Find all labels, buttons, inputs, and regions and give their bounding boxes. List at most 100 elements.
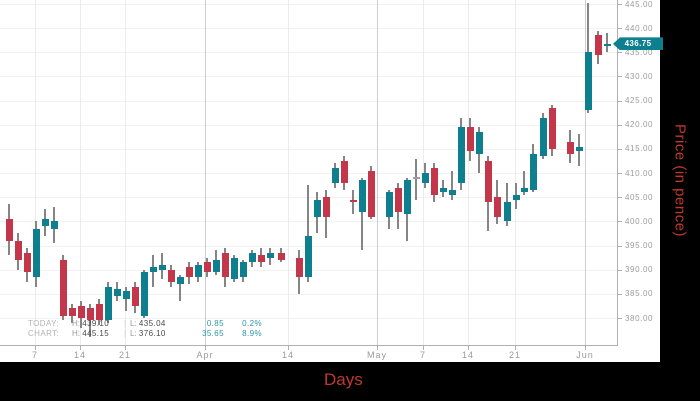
y-tick-mark bbox=[617, 124, 622, 126]
y-tick-mark bbox=[617, 269, 622, 271]
y-tick-label: 400.00 bbox=[625, 216, 654, 226]
y-tick-mark bbox=[617, 4, 622, 5]
candle-body bbox=[33, 228, 40, 277]
y-tick-label: 390.00 bbox=[625, 265, 654, 275]
x-axis-title-band: Days bbox=[0, 362, 700, 401]
x-tick-label: 21 bbox=[508, 350, 522, 360]
x-tick-label: 14 bbox=[461, 350, 475, 360]
y-tick-label: 380.00 bbox=[625, 313, 654, 323]
candle-body bbox=[604, 43, 611, 47]
legend-separator: | bbox=[124, 328, 127, 338]
y-tick-label: 385.00 bbox=[625, 289, 654, 299]
y-gridline bbox=[0, 4, 617, 5]
x-tick-mark bbox=[423, 346, 424, 350]
y-tick-label: 425.00 bbox=[625, 96, 654, 106]
candle-body bbox=[332, 168, 339, 183]
x-tick-mark bbox=[515, 346, 516, 350]
candle-body bbox=[567, 141, 574, 154]
candle-body bbox=[494, 197, 501, 217]
candle-body bbox=[530, 153, 537, 190]
y-tick-mark bbox=[617, 100, 622, 102]
x-tick-label: May bbox=[366, 350, 388, 360]
today-change: 0.85 bbox=[206, 319, 224, 328]
x-tick-mark bbox=[125, 346, 126, 350]
candle-body bbox=[60, 260, 67, 316]
candle-body bbox=[159, 264, 166, 270]
candle-body bbox=[323, 197, 330, 217]
candle-body bbox=[449, 189, 456, 195]
today-label: TODAY: bbox=[28, 319, 60, 328]
candle-body bbox=[213, 260, 220, 273]
last-price-tag: 436.75 bbox=[613, 37, 663, 51]
candle-body bbox=[15, 240, 22, 261]
candle-body bbox=[314, 199, 321, 217]
candle-body bbox=[249, 252, 256, 263]
candle-body bbox=[395, 187, 402, 212]
y-gridline bbox=[0, 318, 617, 319]
y-tick-mark bbox=[617, 197, 622, 199]
candle-body bbox=[114, 289, 121, 297]
y-axis-title: Price (in pence) bbox=[671, 124, 689, 238]
candle-body bbox=[305, 235, 312, 277]
x-gridline bbox=[585, 0, 586, 345]
chart-high-value: 445.15 bbox=[82, 328, 110, 338]
chart-panel: 436.75 TODAY: H: 439.10 | L: 435.04 0.85 0.2%… bbox=[0, 0, 663, 362]
x-tick-label: Apr bbox=[196, 350, 214, 360]
y-tick-label: 410.00 bbox=[625, 168, 654, 178]
plot-area[interactable] bbox=[0, 0, 618, 346]
legend-row-chart: CHART: H: 445.15 | L: 376.10 35.65 8.9% bbox=[28, 329, 262, 339]
x-tick-label: 14 bbox=[73, 350, 87, 360]
chart-low-prefix: L: bbox=[130, 328, 137, 338]
candle-body bbox=[485, 161, 492, 203]
x-tick-mark bbox=[288, 346, 289, 350]
x-gridline bbox=[468, 0, 469, 345]
candle-body bbox=[413, 176, 420, 179]
x-gridline bbox=[205, 0, 206, 345]
y-tick-mark bbox=[617, 318, 622, 319]
candle-body bbox=[168, 269, 175, 282]
candle-body bbox=[585, 52, 592, 111]
x-tick-mark bbox=[80, 346, 81, 350]
y-gridline bbox=[0, 293, 617, 295]
x-axis-title: Days bbox=[324, 370, 363, 389]
y-tick-label: 445.00 bbox=[625, 0, 654, 9]
candle-body bbox=[69, 308, 76, 316]
x-tick-mark bbox=[585, 346, 586, 350]
candle-body bbox=[150, 267, 157, 273]
candle-body bbox=[258, 255, 265, 263]
x-gridline bbox=[288, 0, 289, 345]
candle-body bbox=[78, 305, 85, 318]
candle-body bbox=[240, 262, 247, 277]
candle-wick bbox=[125, 286, 127, 311]
candle-body bbox=[96, 303, 103, 321]
y-tick-label: 415.00 bbox=[625, 144, 654, 154]
candle-body bbox=[368, 170, 375, 217]
candle-body bbox=[267, 252, 274, 258]
y-tick-mark bbox=[617, 245, 622, 247]
x-tick-label: 7 bbox=[419, 350, 427, 360]
x-tick-mark bbox=[205, 346, 206, 350]
y-gridline bbox=[0, 173, 617, 175]
y-tick-mark bbox=[617, 76, 622, 78]
today-change-pct: 0.2% bbox=[242, 319, 262, 328]
y-tick-label: 440.00 bbox=[625, 23, 654, 33]
x-gridline bbox=[125, 0, 126, 345]
candle-body bbox=[132, 286, 139, 306]
y-gridline bbox=[0, 124, 617, 126]
x-gridline bbox=[515, 0, 516, 345]
candle-body bbox=[87, 308, 94, 321]
candle-wick bbox=[179, 274, 181, 302]
candle-wick bbox=[523, 170, 525, 195]
chart-high-prefix: H: bbox=[72, 328, 80, 338]
y-gridline bbox=[0, 28, 617, 30]
candle-body bbox=[540, 117, 547, 157]
today-high-prefix: H: bbox=[72, 319, 80, 328]
today-low-value: 435.04 bbox=[138, 319, 166, 328]
y-gridline bbox=[0, 76, 617, 78]
candle-body bbox=[42, 218, 49, 227]
y-gridline bbox=[0, 100, 617, 102]
candle-body bbox=[204, 262, 211, 273]
legend-row-today: TODAY: H: 439.10 | L: 435.04 0.85 0.2% bbox=[28, 319, 262, 329]
x-gridline bbox=[377, 0, 378, 345]
